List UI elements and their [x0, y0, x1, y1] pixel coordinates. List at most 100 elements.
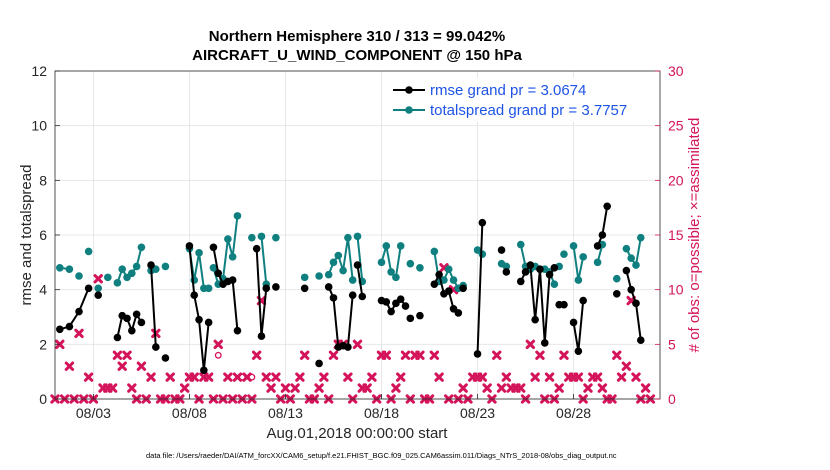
rmse-point	[262, 284, 271, 293]
rmse-point	[272, 283, 280, 291]
rmse-point	[454, 309, 463, 317]
rmse-line-segment	[150, 265, 157, 348]
totalspread-point	[569, 242, 578, 250]
rmse-point	[382, 298, 391, 306]
obs-assimilated-marker	[314, 383, 324, 393]
totalspread-point	[84, 247, 93, 256]
obs-assimilated-marker	[592, 372, 603, 382]
totalspread-point	[574, 276, 583, 284]
obs-assimilated-marker	[496, 383, 507, 393]
rmse-point	[531, 315, 539, 324]
rmse-point	[502, 268, 511, 276]
obs-assimilated-marker	[396, 372, 406, 382]
left-y-tick-label: 4	[39, 282, 47, 298]
obs-assimilated-marker	[458, 383, 468, 393]
rmse-point	[56, 325, 64, 334]
rmse-point	[161, 354, 170, 362]
totalspread-point	[334, 251, 343, 260]
totalspread-point	[324, 270, 333, 279]
rmse-point	[358, 292, 367, 301]
x-ticks: 08/03 08/08 08/13 08/18 08/23 08/28	[76, 394, 591, 421]
rmse-point	[113, 333, 122, 342]
obs-assimilated-marker	[616, 372, 627, 382]
totalspread-point	[353, 232, 362, 241]
totalspread-point	[248, 233, 256, 242]
rmse-point	[152, 343, 160, 351]
rmse-point	[147, 261, 155, 269]
totalspread-point	[579, 253, 587, 261]
totalspread-point	[593, 258, 602, 267]
totalspread-point	[406, 259, 415, 268]
rmse-point	[300, 284, 309, 293]
rmse-point	[84, 284, 93, 293]
right-y-axis-label: # of obs: o=possible; ×=assimilated	[686, 118, 703, 353]
obs-assimilated-marker	[223, 372, 233, 382]
obs-assimilated-marker	[501, 372, 512, 382]
obs-assimilated-marker	[299, 350, 310, 360]
totalspread-point	[622, 244, 631, 253]
left-y-tick-label: 2	[39, 336, 47, 352]
totalspread-line-segment	[260, 236, 268, 285]
totalspread-point	[300, 273, 309, 282]
rmse-point	[636, 336, 645, 345]
totalspread-point	[478, 250, 487, 258]
rmse-point	[550, 264, 559, 272]
totalspread-point	[132, 262, 141, 271]
rmse-point	[569, 318, 578, 327]
rmse-point	[128, 326, 136, 335]
rmse-point	[473, 350, 482, 358]
totalspread-point	[344, 233, 352, 242]
rmse-point	[200, 366, 208, 375]
obs-assimilated-marker	[573, 372, 584, 382]
totalspread-point	[348, 276, 357, 284]
totalspread-line-segment	[625, 237, 642, 268]
rmse-point	[348, 291, 357, 299]
totalspread-point	[632, 261, 640, 269]
obs-assimilated-marker	[482, 383, 492, 393]
rmse-point	[430, 280, 439, 289]
chart-title-line1: Northern Hemisphere 310 / 313 = 99.042%	[209, 28, 505, 45]
obs-assimilated-marker	[352, 339, 363, 350]
obs-assimilated-marker	[261, 372, 271, 382]
rmse-point	[123, 314, 131, 323]
obs-possible-marker	[214, 351, 222, 359]
obs-assimilated-marker	[544, 372, 555, 382]
obs-assimilated-marker	[165, 372, 175, 382]
left-y-tick-label: 0	[39, 391, 47, 407]
chart-title-line2: AIRCRAFT_U_WIND_COMPONENT @ 150 hPa	[192, 47, 522, 64]
rmse-point	[344, 343, 352, 351]
rmse-point	[329, 294, 338, 302]
totalspread-point	[195, 248, 203, 257]
totalspread-line-segment	[356, 236, 364, 282]
obs-assimilated-marker	[242, 372, 252, 382]
totalspread-point	[75, 272, 83, 280]
x-tick-label: 08/18	[364, 405, 399, 421]
x-tick-label: 08/13	[268, 405, 303, 421]
totalspread-point	[257, 232, 266, 241]
totalspread-point	[396, 242, 405, 250]
legend-rmse-marker	[405, 86, 413, 94]
footer-data-file: data file: /Users/raeder/DAI/ATM_forcXX/…	[146, 451, 617, 460]
obs-assimilated-marker	[429, 350, 440, 360]
rmse-point	[65, 322, 74, 331]
totalspread-point	[502, 262, 511, 271]
totalspread-point	[440, 276, 448, 284]
totalspread-point	[315, 272, 323, 280]
obs-assimilated-marker	[343, 372, 353, 382]
obs-assimilated-marker	[640, 383, 651, 393]
obs-assimilated-marker	[179, 383, 190, 393]
right-y-tick-label: 5	[668, 336, 676, 352]
totalspread-point	[430, 247, 439, 256]
obs-assimilated-marker	[516, 383, 526, 393]
right-y-tick-label: 25	[668, 118, 684, 134]
rmse-point	[94, 291, 103, 299]
rmse-point	[137, 318, 146, 327]
rmse-point	[204, 318, 213, 327]
rmse-point	[622, 266, 631, 275]
rmse-point	[75, 307, 83, 316]
rmse-line-segment	[625, 270, 642, 341]
obs-assimilated-marker	[367, 372, 377, 382]
totalspread-point	[128, 269, 136, 278]
rmse-point	[545, 270, 554, 279]
